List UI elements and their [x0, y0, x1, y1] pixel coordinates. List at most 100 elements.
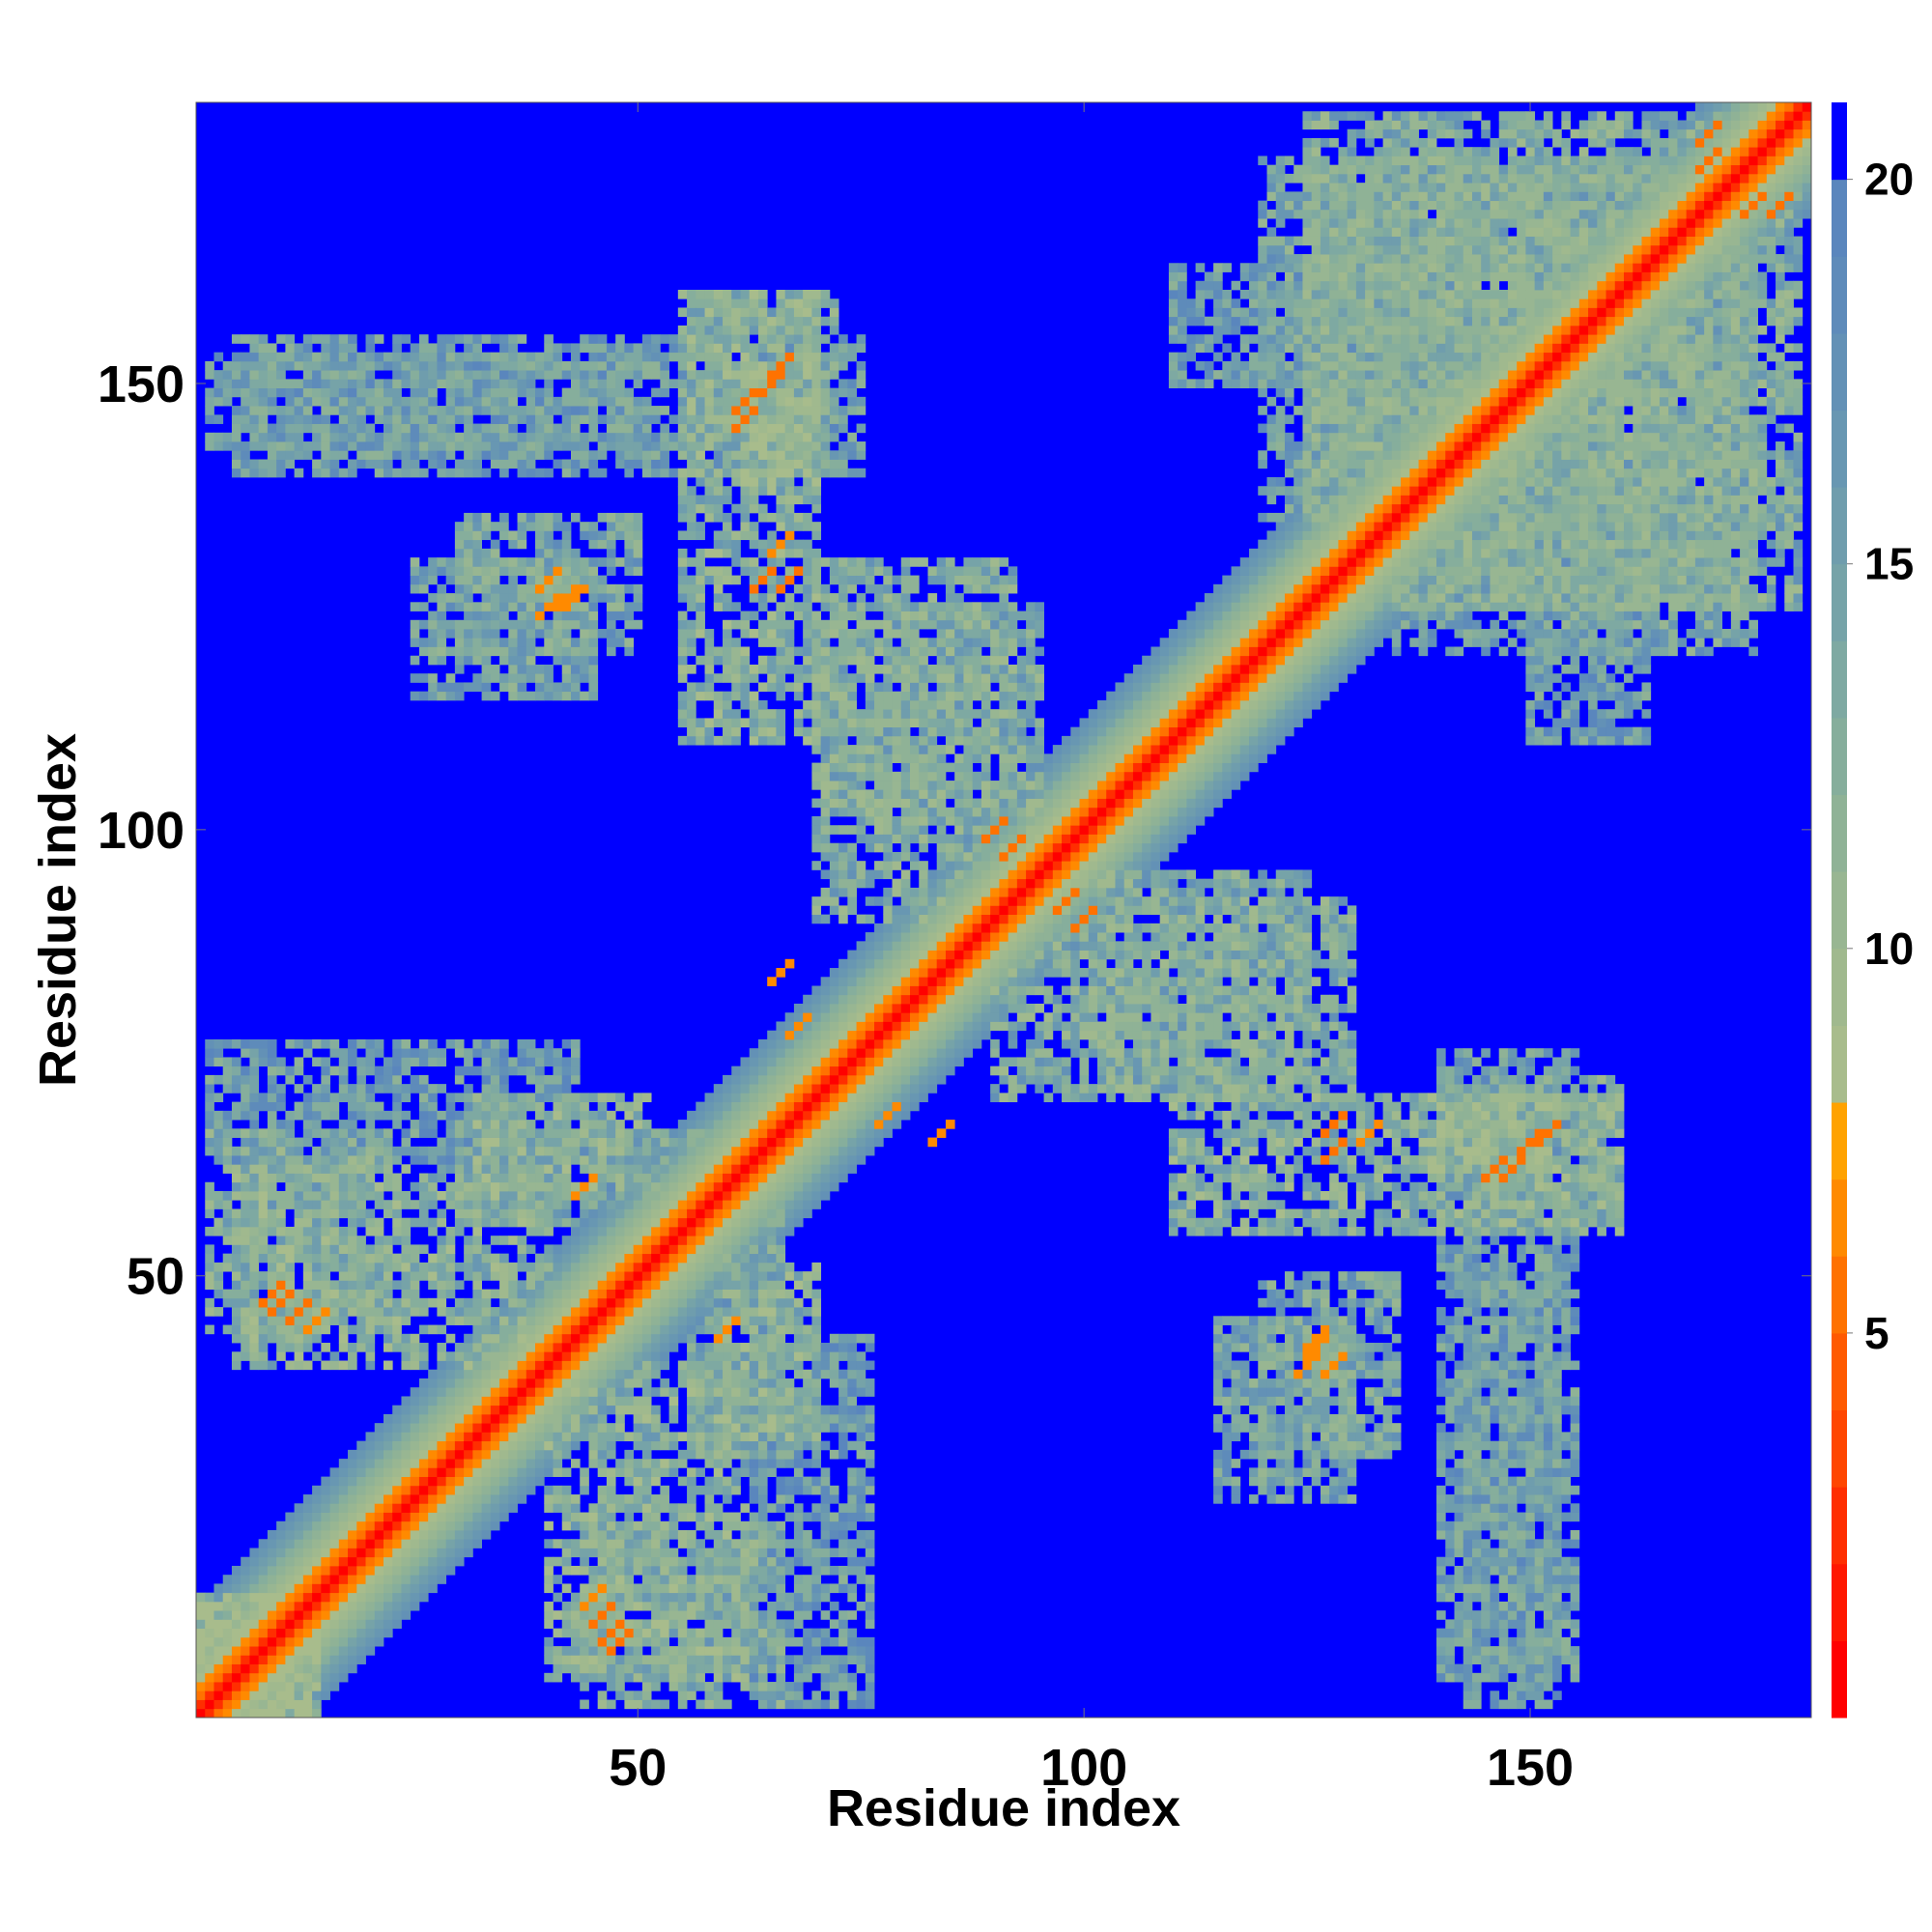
- heatmap-cell: [757, 1351, 768, 1361]
- heatmap-cell: [677, 530, 688, 541]
- heatmap-cell: [749, 1271, 759, 1281]
- heatmap-cell: [490, 414, 500, 424]
- heatmap-cell: [535, 522, 545, 531]
- heatmap-cell: [740, 495, 751, 505]
- heatmap-cell: [570, 370, 581, 380]
- heatmap-cell: [392, 1592, 402, 1603]
- heatmap-cell: [365, 1208, 376, 1219]
- heatmap-cell: [383, 1476, 393, 1487]
- heatmap-cell: [401, 1583, 412, 1594]
- heatmap-cell: [517, 602, 527, 611]
- heatmap-cell: [615, 343, 625, 354]
- heatmap-cell: [472, 1476, 482, 1487]
- heatmap-cell: [713, 655, 724, 666]
- heatmap-cell: [481, 379, 492, 388]
- heatmap-cell: [606, 1556, 616, 1567]
- heatmap-cell: [428, 1093, 438, 1103]
- heatmap-cell: [553, 1244, 563, 1255]
- heatmap-cell: [374, 1038, 384, 1049]
- heatmap-cell: [365, 459, 376, 469]
- heatmap-cell: [302, 1244, 313, 1255]
- heatmap-cell: [348, 1289, 357, 1299]
- heatmap-cell: [696, 1360, 705, 1371]
- heatmap-cell: [276, 441, 286, 451]
- heatmap-cell: [445, 1200, 456, 1209]
- heatmap-cell: [597, 1369, 608, 1379]
- heatmap-cell: [348, 1164, 357, 1174]
- heatmap-cell: [704, 1663, 715, 1674]
- heatmap-cell: [241, 1297, 250, 1308]
- heatmap-cell: [410, 1333, 420, 1344]
- heatmap-cell: [490, 1494, 500, 1504]
- heatmap-cell: [348, 1351, 357, 1361]
- heatmap-cell: [508, 450, 518, 460]
- heatmap-cell: [723, 450, 732, 460]
- heatmap-cell: [687, 522, 696, 531]
- heatmap-cell: [428, 1120, 438, 1129]
- heatmap-cell: [731, 423, 741, 434]
- heatmap-cell: [749, 1575, 759, 1584]
- heatmap-cell: [472, 1503, 482, 1513]
- heatmap-cell: [464, 548, 473, 558]
- heatmap-cell: [321, 1485, 330, 1495]
- heatmap-cell: [588, 646, 599, 657]
- heatmap-cell: [544, 1280, 554, 1290]
- heatmap-cell: [329, 1530, 340, 1540]
- heatmap-cell: [651, 1556, 661, 1567]
- heatmap-cell: [383, 1155, 393, 1165]
- heatmap-cell: [410, 1530, 420, 1540]
- heatmap-cell: [490, 1120, 500, 1129]
- heatmap-cell: [651, 1423, 661, 1433]
- heatmap-cell: [687, 1200, 696, 1209]
- heatmap-cell: [544, 1333, 554, 1344]
- heatmap-cell: [249, 406, 260, 415]
- heatmap-cell: [472, 1449, 482, 1460]
- heatmap-cell: [490, 1181, 500, 1192]
- heatmap-cell: [365, 1512, 376, 1522]
- heatmap-cell: [348, 1120, 357, 1129]
- heatmap-cell: [553, 512, 563, 523]
- heatmap-cell: [267, 1155, 277, 1165]
- heatmap-cell: [624, 522, 635, 531]
- heatmap-cell: [490, 1387, 500, 1397]
- heatmap-cell: [205, 414, 214, 424]
- heatmap-cell: [580, 1360, 589, 1371]
- heatmap-cell: [258, 1253, 269, 1264]
- heatmap-cell: [713, 1200, 724, 1209]
- heatmap-cell: [249, 1592, 260, 1603]
- heatmap-cell: [553, 1271, 563, 1281]
- heatmap-cell: [294, 406, 304, 415]
- heatmap-cell: [454, 459, 465, 469]
- heatmap-cell: [401, 1226, 412, 1236]
- heatmap-cell: [499, 1217, 509, 1228]
- heatmap-cell: [544, 673, 554, 683]
- heatmap-cell: [401, 1360, 412, 1371]
- heatmap-cell: [641, 1236, 652, 1245]
- heatmap-cell: [392, 1253, 402, 1264]
- heatmap-cell: [481, 352, 492, 362]
- heatmap-cell: [615, 450, 625, 460]
- heatmap-cell: [348, 1280, 357, 1290]
- heatmap-cell: [704, 682, 715, 693]
- heatmap-cell: [704, 1236, 715, 1245]
- heatmap-cell: [723, 655, 732, 666]
- heatmap-cell: [561, 602, 572, 611]
- heatmap-cell: [731, 548, 741, 558]
- heatmap-cell: [445, 1307, 456, 1317]
- heatmap-cell: [410, 423, 420, 434]
- heatmap-cell: [205, 1280, 214, 1290]
- heatmap-cell: [757, 1565, 768, 1576]
- heatmap-cell: [383, 1128, 393, 1138]
- heatmap-cell: [481, 1164, 492, 1174]
- heatmap-cell: [535, 548, 545, 558]
- heatmap-cell: [222, 1155, 233, 1165]
- heatmap-cell: [302, 1690, 313, 1700]
- heatmap-cell: [723, 1253, 732, 1264]
- heatmap-cell: [723, 307, 732, 318]
- heatmap-cell: [713, 1378, 724, 1388]
- heatmap-cell: [704, 1351, 715, 1361]
- heatmap-cell: [544, 1440, 554, 1451]
- heatmap-cell: [445, 1271, 456, 1281]
- heatmap-cell: [713, 1244, 724, 1255]
- heatmap-cell: [329, 1467, 340, 1477]
